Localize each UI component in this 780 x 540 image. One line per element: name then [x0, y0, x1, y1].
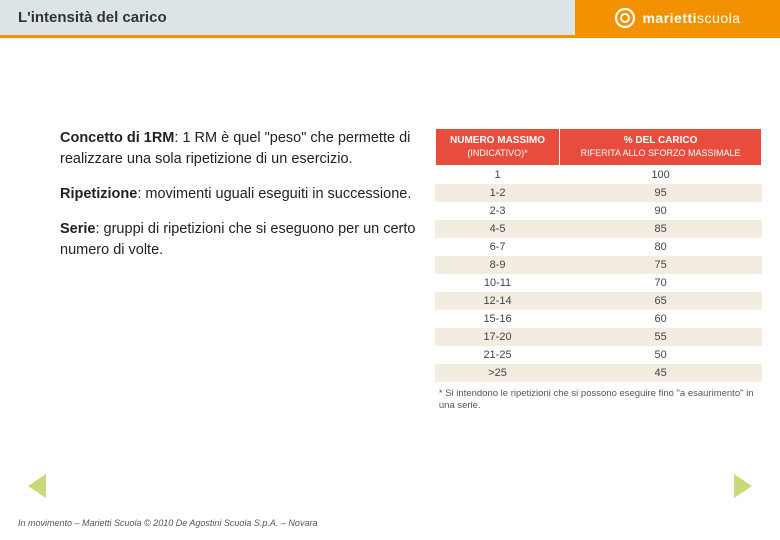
- table-cell: 65: [560, 292, 762, 310]
- rm-table: NUMERO MASSIMO (INDICATIVO)* % DEL CARIC…: [435, 128, 762, 382]
- rm-table-column: NUMERO MASSIMO (INDICATIVO)* % DEL CARIC…: [435, 128, 762, 412]
- table-cell: 75: [560, 256, 762, 274]
- page-title: L'intensità del carico: [18, 9, 167, 26]
- table-cell: 85: [560, 220, 762, 238]
- rm-table-header-pct: % DEL CARICO RIFERITA ALLO SFORZO MASSIM…: [560, 129, 762, 166]
- table-cell: >25: [435, 364, 559, 382]
- table-footnote: * Si intendono le ripetizioni che si pos…: [435, 388, 762, 413]
- nav-next-button[interactable]: [734, 474, 752, 498]
- table-cell: 55: [560, 328, 762, 346]
- table-cell: 21-25: [435, 346, 559, 364]
- table-cell: 6-7: [435, 238, 559, 256]
- table-cell: 95: [560, 184, 762, 202]
- table-cell: 15-16: [435, 310, 559, 328]
- table-row: 21-2550: [435, 346, 761, 364]
- nav-prev-button[interactable]: [28, 474, 46, 498]
- table-row: 6-780: [435, 238, 761, 256]
- content-area: Concetto di 1RM: 1 RM è quel "peso" che …: [0, 38, 780, 412]
- logo-text: mariettiscuola: [642, 10, 740, 26]
- table-cell: 10-11: [435, 274, 559, 292]
- table-cell: 100: [560, 165, 762, 184]
- table-cell: 4-5: [435, 220, 559, 238]
- brand-logo: mariettiscuola: [575, 0, 780, 37]
- definition-ripetizione: Ripetizione: movimenti uguali eseguiti i…: [60, 184, 417, 205]
- logo-icon: [614, 7, 636, 29]
- table-cell: 60: [560, 310, 762, 328]
- table-row: 1-295: [435, 184, 761, 202]
- header-bar: L'intensità del carico mariettiscuola: [0, 0, 780, 38]
- table-row: >2545: [435, 364, 761, 382]
- table-cell: 90: [560, 202, 762, 220]
- table-row: 4-585: [435, 220, 761, 238]
- table-row: 8-975: [435, 256, 761, 274]
- definition-1rm: Concetto di 1RM: 1 RM è quel "peso" che …: [60, 128, 417, 170]
- rm-table-header-reps: NUMERO MASSIMO (INDICATIVO)*: [435, 129, 559, 166]
- table-row: 15-1660: [435, 310, 761, 328]
- table-row: 1100: [435, 165, 761, 184]
- table-row: 10-1170: [435, 274, 761, 292]
- table-row: 2-390: [435, 202, 761, 220]
- table-cell: 8-9: [435, 256, 559, 274]
- table-cell: 17-20: [435, 328, 559, 346]
- table-cell: 70: [560, 274, 762, 292]
- definition-serie: Serie: gruppi di ripetizioni che si eseg…: [60, 219, 417, 261]
- table-cell: 1-2: [435, 184, 559, 202]
- table-cell: 80: [560, 238, 762, 256]
- table-row: 17-2055: [435, 328, 761, 346]
- table-cell: 12-14: [435, 292, 559, 310]
- footer-text: In movimento – Marietti Scuola © 2010 De…: [18, 518, 317, 528]
- definitions-column: Concetto di 1RM: 1 RM è quel "peso" che …: [60, 128, 417, 412]
- table-cell: 50: [560, 346, 762, 364]
- table-cell: 2-3: [435, 202, 559, 220]
- table-row: 12-1465: [435, 292, 761, 310]
- table-cell: 45: [560, 364, 762, 382]
- table-cell: 1: [435, 165, 559, 184]
